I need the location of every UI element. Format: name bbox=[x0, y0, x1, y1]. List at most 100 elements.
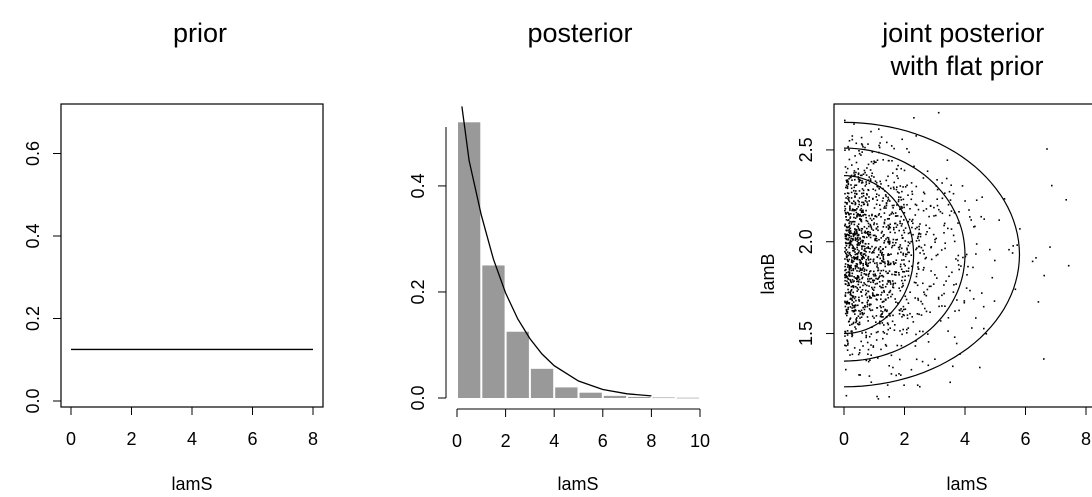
joint-posterior-point bbox=[857, 353, 860, 356]
joint-posterior-point bbox=[844, 201, 846, 204]
joint-posterior-point bbox=[901, 279, 903, 282]
joint-posterior-point bbox=[905, 298, 908, 301]
joint-posterior-point bbox=[859, 179, 861, 181]
joint-posterior-point bbox=[873, 270, 875, 273]
joint-posterior-x-label: lamS bbox=[946, 474, 987, 494]
joint-posterior-point bbox=[846, 229, 848, 232]
joint-posterior-point bbox=[928, 227, 931, 229]
joint-posterior-point bbox=[868, 285, 870, 287]
joint-posterior-point bbox=[844, 305, 847, 308]
joint-posterior-point bbox=[853, 200, 855, 202]
joint-posterior-point bbox=[924, 257, 927, 260]
prior-plot-box bbox=[60, 103, 324, 408]
joint-posterior-point bbox=[915, 333, 917, 336]
joint-posterior-point bbox=[900, 199, 903, 201]
joint-posterior-point bbox=[885, 270, 887, 273]
joint-posterior-point bbox=[853, 257, 855, 259]
y-tick-label: 0.6 bbox=[23, 141, 43, 166]
joint-posterior-point bbox=[865, 174, 868, 176]
joint-posterior-point bbox=[847, 302, 850, 304]
joint-posterior-point bbox=[882, 258, 885, 261]
joint-posterior-point bbox=[844, 335, 846, 337]
joint-posterior-point bbox=[848, 258, 851, 261]
joint-posterior-point bbox=[895, 259, 898, 261]
joint-posterior-point bbox=[923, 291, 925, 293]
joint-posterior-point bbox=[885, 195, 887, 198]
joint-posterior-point bbox=[857, 239, 860, 241]
joint-posterior-point bbox=[872, 188, 874, 190]
joint-posterior-point bbox=[887, 263, 889, 265]
joint-posterior-point bbox=[851, 304, 854, 307]
joint-posterior-point bbox=[957, 259, 959, 262]
x-tick-label: 8 bbox=[308, 429, 318, 449]
joint-posterior-point bbox=[905, 253, 907, 255]
joint-posterior-point bbox=[845, 310, 848, 313]
joint-posterior-point bbox=[862, 195, 865, 197]
joint-posterior-point bbox=[856, 215, 858, 217]
joint-posterior-point bbox=[846, 276, 848, 278]
joint-posterior-point bbox=[844, 119, 846, 122]
joint-posterior-point bbox=[927, 341, 930, 343]
joint-posterior-point bbox=[844, 273, 847, 276]
joint-posterior-point bbox=[849, 298, 852, 300]
joint-posterior-point bbox=[881, 301, 884, 303]
joint-posterior-point bbox=[851, 303, 853, 305]
joint-posterior-point bbox=[945, 280, 947, 282]
joint-posterior-point bbox=[844, 331, 847, 333]
joint-posterior-point bbox=[879, 262, 881, 265]
joint-posterior-point bbox=[858, 323, 861, 326]
joint-posterior-point bbox=[886, 333, 888, 335]
joint-posterior-point bbox=[849, 220, 851, 223]
joint-posterior-point bbox=[865, 232, 867, 234]
joint-posterior-point bbox=[848, 272, 851, 275]
joint-posterior-point bbox=[857, 275, 860, 278]
joint-posterior-point bbox=[932, 233, 935, 236]
joint-posterior-point bbox=[844, 149, 846, 151]
joint-posterior-point bbox=[994, 259, 996, 262]
joint-posterior-point bbox=[869, 231, 871, 234]
joint-posterior-point bbox=[869, 223, 872, 226]
joint-posterior-point bbox=[856, 265, 858, 267]
joint-posterior-point bbox=[862, 306, 864, 309]
joint-posterior-point bbox=[886, 141, 888, 144]
joint-posterior-point bbox=[901, 138, 903, 141]
joint-posterior-point bbox=[864, 248, 866, 250]
joint-posterior-point bbox=[916, 284, 919, 287]
joint-posterior-point bbox=[874, 247, 876, 250]
joint-posterior-point bbox=[952, 192, 955, 195]
joint-posterior-point bbox=[899, 220, 901, 223]
joint-posterior-point bbox=[882, 286, 884, 289]
joint-posterior-point bbox=[886, 310, 888, 313]
joint-posterior-point bbox=[861, 268, 863, 270]
joint-posterior-point bbox=[889, 200, 891, 202]
joint-posterior-point bbox=[876, 395, 878, 398]
joint-posterior-point bbox=[883, 205, 886, 208]
joint-posterior-point bbox=[850, 255, 852, 257]
joint-posterior-point bbox=[876, 282, 878, 285]
joint-posterior-point bbox=[952, 234, 955, 237]
joint-posterior-point bbox=[872, 162, 875, 165]
joint-posterior-point bbox=[878, 194, 880, 197]
joint-posterior-point bbox=[883, 221, 886, 224]
joint-posterior-point bbox=[902, 313, 904, 316]
joint-posterior-point bbox=[865, 259, 868, 261]
prior-panel: prior 0 2 4 6 8 0.0 0.2 0.4 0.6 lamS bbox=[23, 18, 324, 494]
joint-posterior-point bbox=[864, 185, 867, 187]
joint-posterior-point bbox=[875, 246, 877, 249]
joint-posterior-point bbox=[870, 130, 872, 133]
joint-posterior-point bbox=[852, 291, 854, 294]
joint-posterior-point bbox=[861, 181, 864, 184]
prior-title: prior bbox=[173, 18, 227, 48]
joint-posterior-point bbox=[862, 267, 865, 269]
joint-posterior-point bbox=[897, 246, 900, 249]
joint-posterior-point bbox=[864, 197, 867, 199]
joint-posterior-point bbox=[851, 323, 853, 326]
joint-posterior-point bbox=[855, 253, 858, 255]
joint-posterior-point bbox=[918, 313, 920, 316]
joint-posterior-point bbox=[871, 172, 873, 175]
joint-posterior-point bbox=[862, 256, 865, 259]
joint-posterior-point bbox=[850, 267, 852, 269]
joint-posterior-point bbox=[949, 199, 952, 201]
joint-posterior-point bbox=[852, 296, 854, 299]
